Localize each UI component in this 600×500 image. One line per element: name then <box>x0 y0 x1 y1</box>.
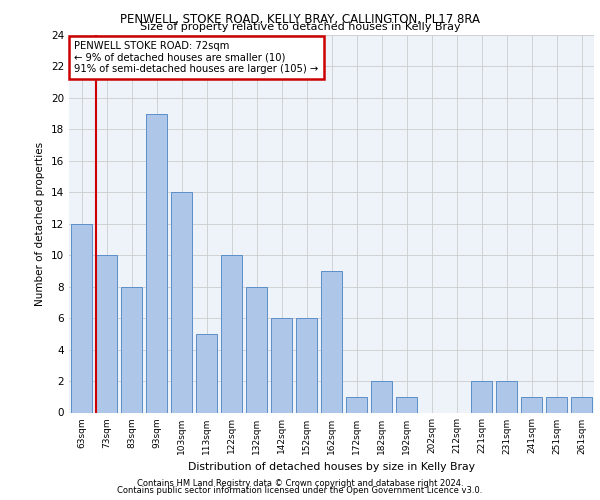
Text: Contains HM Land Registry data © Crown copyright and database right 2024.: Contains HM Land Registry data © Crown c… <box>137 478 463 488</box>
Text: PENWELL STOKE ROAD: 72sqm
← 9% of detached houses are smaller (10)
91% of semi-d: PENWELL STOKE ROAD: 72sqm ← 9% of detach… <box>74 40 319 74</box>
Text: Size of property relative to detached houses in Kelly Bray: Size of property relative to detached ho… <box>140 22 460 32</box>
Text: Contains public sector information licensed under the Open Government Licence v3: Contains public sector information licen… <box>118 486 482 495</box>
Bar <box>171 192 192 412</box>
Bar <box>71 224 92 412</box>
X-axis label: Distribution of detached houses by size in Kelly Bray: Distribution of detached houses by size … <box>188 462 475 472</box>
Bar <box>546 397 567 412</box>
Bar <box>346 397 367 412</box>
Bar <box>221 255 242 412</box>
Bar <box>396 397 417 412</box>
Bar <box>96 255 117 412</box>
Bar <box>146 114 167 412</box>
Bar <box>296 318 317 412</box>
Bar <box>271 318 292 412</box>
Bar <box>521 397 542 412</box>
Bar <box>121 286 142 412</box>
Bar <box>571 397 592 412</box>
Text: PENWELL, STOKE ROAD, KELLY BRAY, CALLINGTON, PL17 8RA: PENWELL, STOKE ROAD, KELLY BRAY, CALLING… <box>120 12 480 26</box>
Bar <box>246 286 267 412</box>
Bar <box>321 271 342 412</box>
Bar <box>496 381 517 412</box>
Bar <box>371 381 392 412</box>
Bar <box>196 334 217 412</box>
Bar <box>471 381 492 412</box>
Y-axis label: Number of detached properties: Number of detached properties <box>35 142 46 306</box>
